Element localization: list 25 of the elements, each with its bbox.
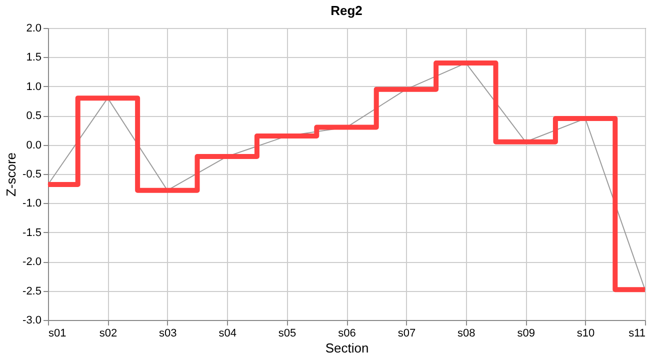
y-tick-label: 0.0: [26, 139, 42, 152]
x-tick-label: s11: [628, 328, 646, 340]
x-tick-label: s08: [458, 328, 476, 340]
y-tick-label: -2.5: [22, 285, 42, 298]
x-axis-title: Section: [325, 340, 369, 356]
y-tick-label: -0.5: [22, 168, 42, 180]
x-tick-label: s06: [338, 328, 356, 340]
y-axis-title: Z-score: [4, 152, 19, 197]
y-tick-label: -1.5: [22, 226, 42, 239]
x-tick-label: s02: [99, 328, 118, 340]
y-tick-label: 1.5: [26, 52, 42, 64]
x-tick-label: s10: [576, 328, 595, 340]
chart-title: Reg2: [330, 3, 362, 18]
y-tick-label: -3.0: [22, 314, 42, 326]
x-tick-label: s04: [218, 328, 236, 340]
x-tick-label: s03: [159, 328, 177, 340]
y-tick-label: 1.0: [26, 80, 42, 93]
y-tick-label: -2.0: [22, 256, 42, 268]
x-tick-label: s01: [48, 328, 66, 340]
x-tick-label: s07: [398, 328, 416, 340]
y-tick-label: -1.0: [22, 198, 42, 210]
x-tick-label: s05: [278, 328, 296, 340]
y-tick-label: 0.5: [26, 110, 42, 122]
y-tick-label: 2.0: [26, 22, 42, 34]
x-tick-label: s09: [517, 328, 535, 340]
